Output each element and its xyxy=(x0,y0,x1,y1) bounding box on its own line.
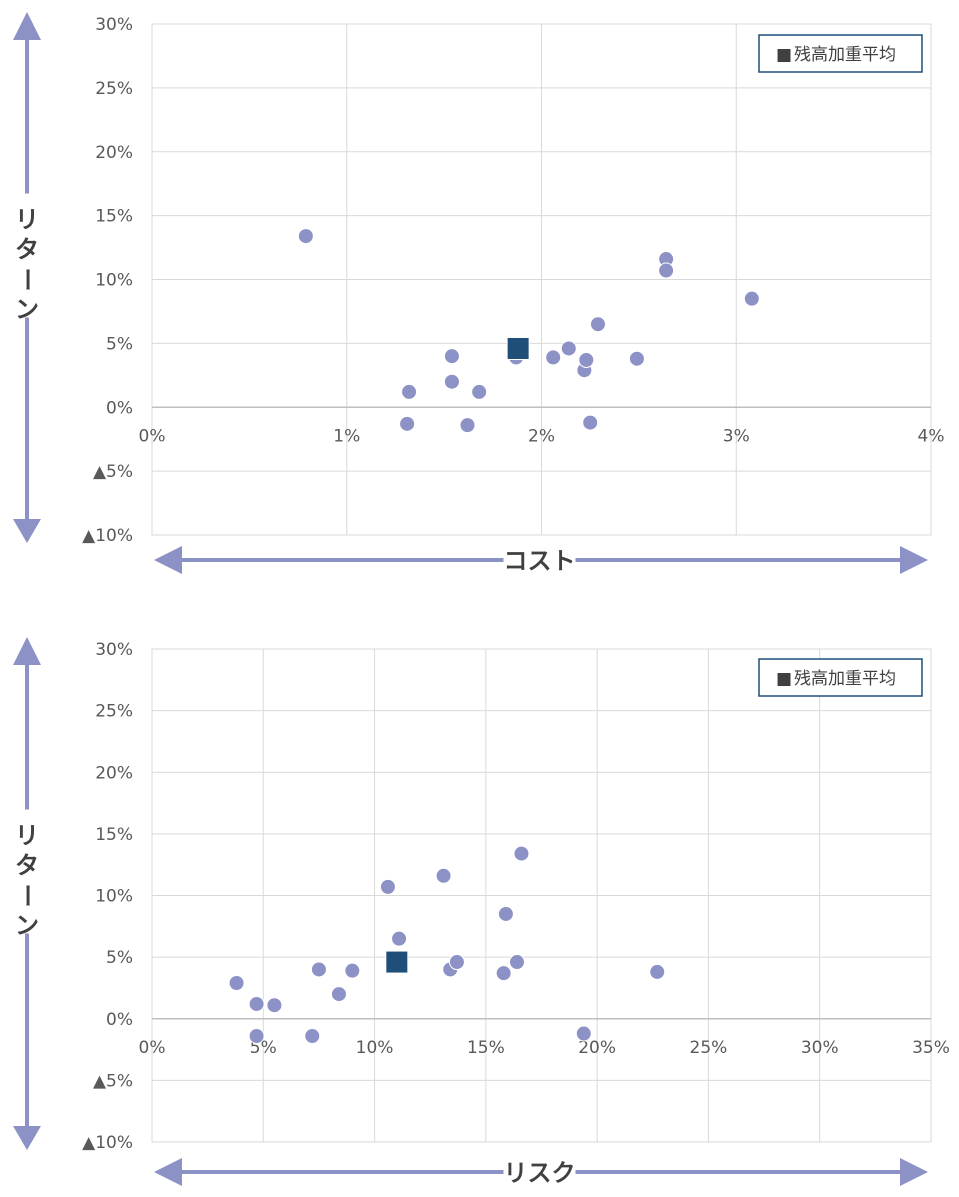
x-tick-label: 1% xyxy=(333,426,360,446)
y-tick-label: ▲10% xyxy=(82,1133,133,1153)
data-point xyxy=(649,963,666,980)
legend-box xyxy=(758,658,923,697)
x-tick-label: 30% xyxy=(801,1038,839,1058)
y-tick-label: 15% xyxy=(95,825,133,845)
x-axis-title: コスト xyxy=(504,547,576,575)
data-point xyxy=(228,975,245,992)
y-tick-label: 15% xyxy=(95,207,133,227)
data-point xyxy=(459,417,476,434)
x-tick-label: 35% xyxy=(912,1038,950,1058)
y-tick-label: 25% xyxy=(95,79,133,99)
y-axis-arrow-down xyxy=(13,1126,41,1150)
legend-label: 残高加重平均 xyxy=(794,45,896,65)
data-point xyxy=(248,1028,265,1045)
weighted-average-marker xyxy=(385,950,409,974)
y-axis-arrow-down xyxy=(13,519,41,543)
x-tick-label: 20% xyxy=(578,1038,616,1058)
data-point xyxy=(448,954,465,971)
data-point xyxy=(391,930,408,947)
y-axis-title-char: リ xyxy=(15,206,39,234)
x-axis-arrow-left xyxy=(154,546,182,574)
data-point xyxy=(443,373,460,390)
data-point xyxy=(443,348,460,365)
data-point xyxy=(589,316,606,333)
y-tick-label: ▲5% xyxy=(93,462,133,482)
x-tick-label: 0% xyxy=(139,426,166,446)
weighted-average-marker xyxy=(506,336,530,360)
y-axis-arrow-up xyxy=(13,12,41,40)
data-point xyxy=(658,262,675,279)
x-tick-label: 25% xyxy=(690,1038,728,1058)
legend-box xyxy=(758,34,923,73)
data-point xyxy=(495,965,512,982)
x-axis-title-bg xyxy=(503,544,576,576)
y-tick-label: 30% xyxy=(95,15,133,35)
y-tick-label: 20% xyxy=(95,763,133,783)
x-axis-arrow-right xyxy=(900,1158,928,1186)
data-point xyxy=(578,351,595,368)
x-tick-label: 3% xyxy=(723,426,750,446)
y-tick-label: 25% xyxy=(95,702,133,722)
legend-marker: ■ xyxy=(776,45,792,65)
data-point xyxy=(743,290,760,307)
data-point xyxy=(266,997,283,1014)
x-axis-arrow-right xyxy=(900,546,928,574)
y-tick-label: 30% xyxy=(95,640,133,660)
y-axis-title-char: ー xyxy=(13,884,41,908)
y-axis-title-bg xyxy=(11,193,43,318)
data-point xyxy=(297,228,314,245)
y-axis-title-char: ー xyxy=(13,268,41,292)
legend-label: 残高加重平均 xyxy=(794,669,896,689)
legend-marker: ■ xyxy=(776,669,792,689)
x-axis-title: リスク xyxy=(504,1159,576,1187)
y-tick-label: 0% xyxy=(106,1010,133,1030)
y-axis-title-char: タ xyxy=(15,852,39,880)
y-axis-title-char: ン xyxy=(15,296,39,324)
y-tick-label: 0% xyxy=(106,398,133,418)
x-tick-label: 4% xyxy=(918,426,945,446)
x-tick-label: 15% xyxy=(467,1038,505,1058)
data-point xyxy=(379,878,396,895)
data-point xyxy=(509,954,526,971)
y-tick-label: 5% xyxy=(106,948,133,968)
x-axis-arrow-left xyxy=(154,1158,182,1186)
data-point xyxy=(575,1025,592,1042)
data-point xyxy=(582,414,599,431)
data-point xyxy=(560,340,577,357)
y-tick-label: 10% xyxy=(95,887,133,907)
x-tick-label: 0% xyxy=(139,1038,166,1058)
cost-return-chart: 30% 25% 20% 15% 10% 5% 0% ▲5% ▲10% 0% 1% 2% 3% 4% リターン… xyxy=(11,12,945,576)
x-axis-title-bg xyxy=(503,1156,576,1188)
data-point xyxy=(401,383,418,400)
y-axis-title-char: リ xyxy=(15,822,39,850)
y-tick-label: 20% xyxy=(95,143,133,163)
data-point xyxy=(435,867,452,884)
y-axis-title-char: タ xyxy=(15,236,39,264)
y-tick-label: 10% xyxy=(95,271,133,291)
data-point xyxy=(330,986,347,1003)
y-tick-label: ▲5% xyxy=(93,1071,133,1091)
y-axis-arrow-up xyxy=(13,637,41,665)
y-axis-title-char: ン xyxy=(15,912,39,940)
x-tick-label: 2% xyxy=(528,426,555,446)
data-point xyxy=(248,995,265,1012)
risk-return-chart: 30%25%20%15%10%5%0%▲5%▲10%0% 5% 10% 15% 20% 2… xyxy=(11,637,950,1188)
y-tick-label: 5% xyxy=(106,334,133,354)
data-point xyxy=(344,962,361,979)
data-point xyxy=(471,383,488,400)
data-point xyxy=(304,1028,321,1045)
data-point xyxy=(399,415,416,432)
y-tick-label: ▲10% xyxy=(82,526,133,546)
x-tick-label: 10% xyxy=(356,1038,394,1058)
data-point xyxy=(513,845,530,862)
data-point xyxy=(310,961,327,978)
data-point xyxy=(497,905,514,922)
y-axis-title-bg xyxy=(11,809,43,934)
data-point xyxy=(628,350,645,367)
data-point xyxy=(545,349,562,366)
